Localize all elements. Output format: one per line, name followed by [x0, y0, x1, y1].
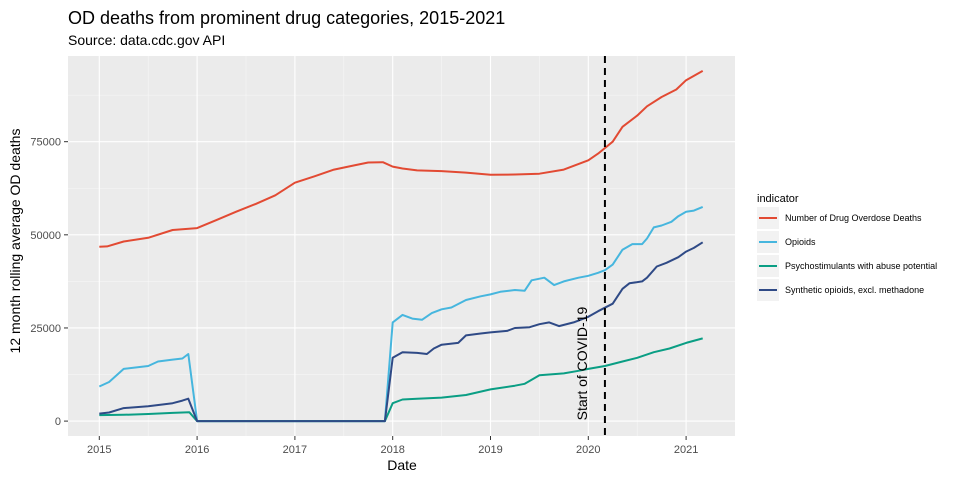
grid-minor — [68, 56, 735, 436]
legend: indicator Number of Drug Overdose Deaths O… — [757, 193, 937, 301]
series-line-1 — [98, 205, 704, 423]
y-axis-ticks: 0 25000 50000 75000 — [30, 137, 68, 428]
chart-title: OD deaths from prominent drug categories… — [68, 8, 505, 28]
x-tick-label: 2016 — [185, 444, 209, 456]
series-lines — [98, 70, 704, 423]
plot-panel — [68, 56, 735, 436]
legend-label-1: Opioids — [785, 237, 816, 247]
series-line-2 — [99, 337, 703, 423]
legend-label-0: Number of Drug Overdose Deaths — [785, 213, 922, 223]
covid-label: Start of COVID-19 — [574, 307, 590, 421]
chart-subtitle: Source: data.cdc.gov API — [68, 32, 225, 48]
y-tick-label: 0 — [55, 416, 61, 428]
x-tick-label: 2017 — [283, 444, 307, 456]
x-tick-label: 2015 — [87, 444, 111, 456]
x-tick-label: 2021 — [674, 444, 698, 456]
x-tick-label: 2019 — [478, 444, 502, 456]
legend-label-3: Synthetic opioids, excl. methadone — [785, 285, 924, 295]
y-axis-title: 12 month rolling average OD deaths — [7, 129, 23, 354]
y-tick-label: 75000 — [30, 137, 61, 149]
legend-title: indicator — [757, 193, 799, 205]
x-axis-ticks: 2015 2016 2017 2018 2019 2020 2021 — [87, 436, 698, 456]
series-line-3 — [99, 241, 704, 423]
series-line-0 — [99, 70, 704, 248]
grid-major — [68, 56, 735, 436]
x-tick-label: 2020 — [576, 444, 600, 456]
y-tick-label: 25000 — [30, 323, 61, 335]
legend-label-2: Psychostimulants with abuse potential — [785, 261, 937, 271]
y-tick-label: 50000 — [30, 230, 61, 242]
x-axis-title: Date — [387, 457, 417, 473]
covid-annotation: Start of COVID-19 — [574, 56, 606, 436]
x-tick-label: 2018 — [380, 444, 404, 456]
